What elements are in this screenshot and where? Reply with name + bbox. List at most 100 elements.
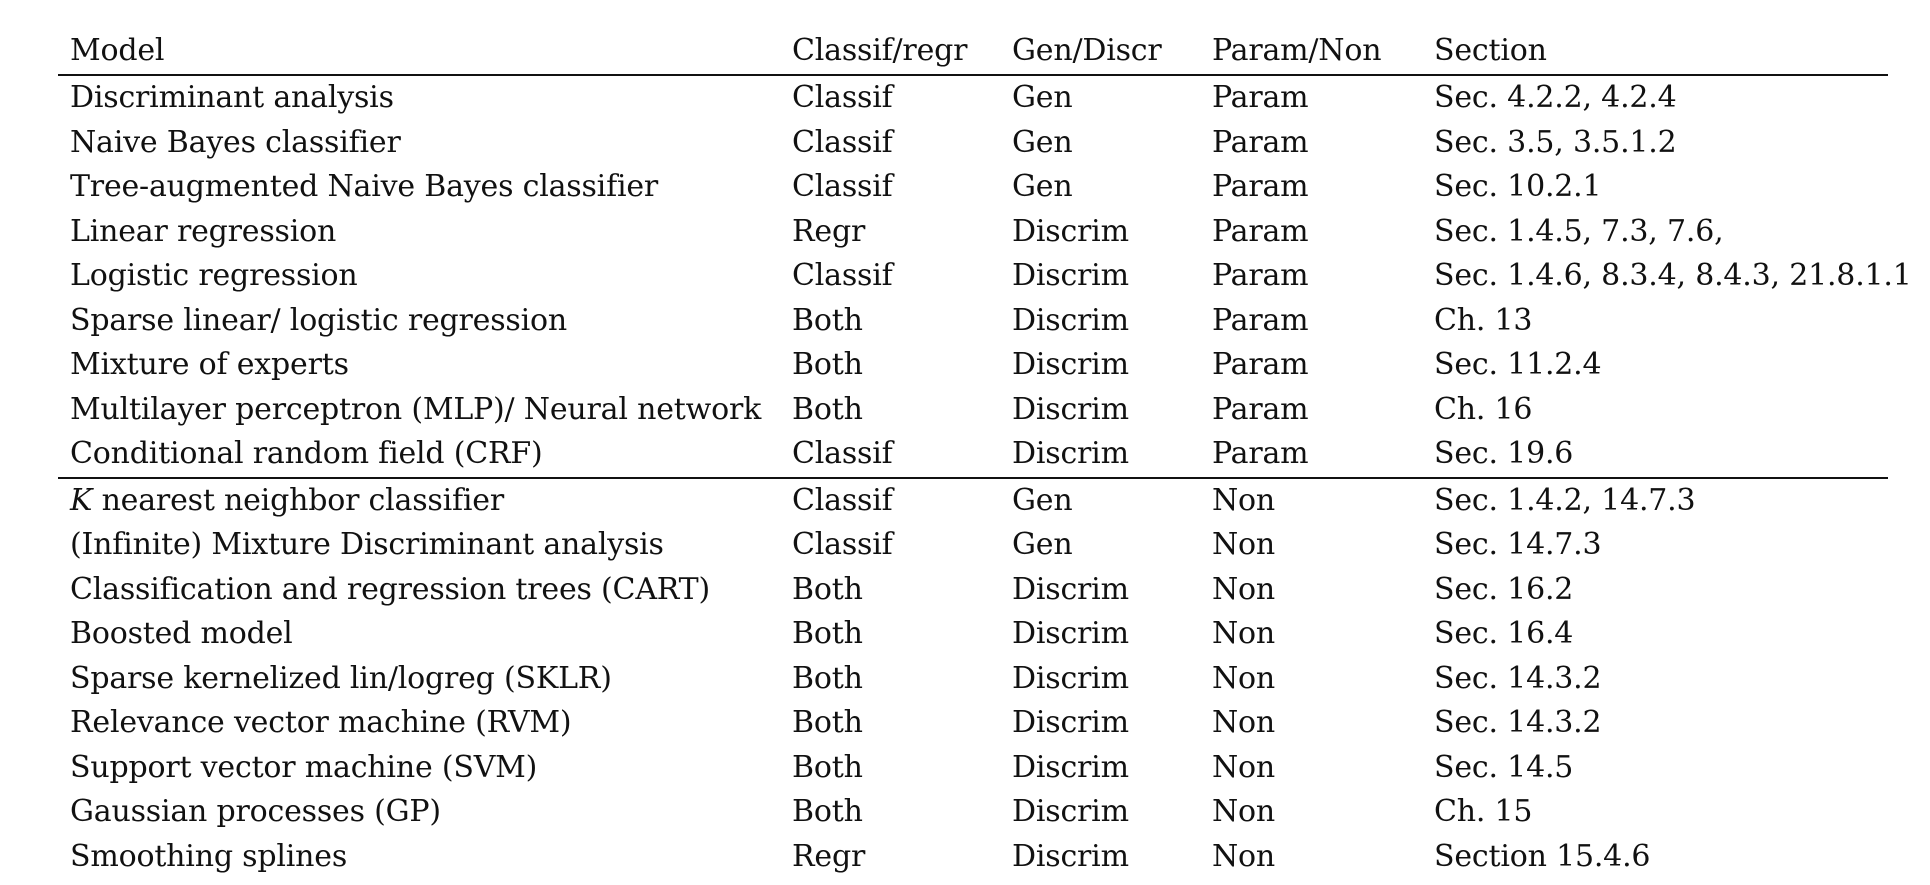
cell-section: Sec. 1.4.2, 14.7.3 bbox=[1434, 482, 1696, 518]
cell-section: Section 15.4.6 bbox=[1434, 838, 1651, 874]
cell-section: Sec. 10.2.1 bbox=[1434, 169, 1602, 204]
cell-gen-discr: Discrim bbox=[1012, 616, 1129, 651]
cell-task: Both bbox=[792, 660, 863, 696]
cell-task: Regr bbox=[792, 838, 866, 874]
cell-section: Sec. 11.2.4 bbox=[1434, 347, 1602, 382]
table-row: Relevance vector machine (RVM) Both Disc… bbox=[58, 701, 1888, 746]
cell-param-non: Non bbox=[1212, 660, 1276, 696]
model-comparison-table: Model Classif/regr Gen/Discr Param/Non S… bbox=[58, 28, 1912, 880]
k-variable: K bbox=[70, 482, 93, 518]
cell-gen-discr: Gen bbox=[1012, 169, 1073, 204]
cell-gen-discr: Discrim bbox=[1012, 660, 1129, 696]
cell-section: Sec. 1.4.6, 8.3.4, 8.4.3, 21.8.1.1 bbox=[1434, 258, 1912, 293]
cell-model: Naive Bayes classifier bbox=[70, 124, 401, 160]
table-row: Tree-augmented Naive Bayes classifier Cl… bbox=[58, 165, 1888, 210]
cell-gen-discr: Discrim bbox=[1012, 258, 1129, 293]
header-section: Section bbox=[1422, 28, 1888, 76]
cell-gen-discr: Discrim bbox=[1012, 749, 1129, 785]
cell-task: Both bbox=[792, 302, 863, 338]
cell-task: Classif bbox=[780, 432, 1000, 479]
table-row: Mixture of experts Both Discrim Param Se… bbox=[58, 343, 1888, 388]
cell-model: K nearest neighbor classifier bbox=[58, 478, 780, 524]
cell-gen-discr: Discrim bbox=[1012, 794, 1129, 829]
cell-gen-discr: Discrim bbox=[1012, 347, 1129, 382]
table-row: Gaussian processes (GP) Both Discrim Non… bbox=[58, 790, 1888, 835]
header-gen-discr: Gen/Discr bbox=[1000, 28, 1200, 76]
cell-model: Support vector machine (SVM) bbox=[70, 749, 538, 785]
cell-gen-discr: Gen bbox=[1012, 80, 1073, 115]
cell-section: Sec. 14.7.3 bbox=[1434, 527, 1602, 562]
table-row: Boosted model Both Discrim Non Sec. 16.4 bbox=[58, 612, 1888, 657]
cell-model: Boosted model bbox=[70, 616, 293, 651]
cell-param-non: Non bbox=[1212, 616, 1276, 651]
cell-param-non: Param bbox=[1212, 258, 1309, 293]
cell-task: Classif bbox=[792, 80, 893, 115]
cell-task: Classif bbox=[792, 527, 893, 562]
model-comparison-table-wrapper: Model Classif/regr Gen/Discr Param/Non S… bbox=[58, 28, 1912, 880]
cell-section: Sec. 4.2.2, 4.2.4 bbox=[1434, 80, 1677, 115]
cell-param-non: Param bbox=[1212, 347, 1309, 382]
cell-section: Sec. 16.4 bbox=[1434, 616, 1574, 651]
cell-model: Multilayer perceptron (MLP)/ Neural netw… bbox=[70, 391, 762, 427]
cell-section: Sec. 14.3.2 bbox=[1434, 660, 1602, 696]
cell-param-non: Param bbox=[1212, 213, 1309, 249]
cell-gen-discr: Discrim bbox=[1012, 213, 1129, 249]
cell-model: Sparse kernelized lin/logreg (SKLR) bbox=[70, 660, 612, 696]
cell-gen-discr: Discrim bbox=[1000, 432, 1200, 479]
header-param-non: Param/Non bbox=[1200, 28, 1422, 76]
cell-model: Smoothing splines bbox=[70, 838, 348, 874]
cell-param-non: Param bbox=[1212, 391, 1309, 427]
cell-model: Logistic regression bbox=[70, 258, 358, 293]
cell-task: Regr bbox=[792, 213, 866, 249]
cell-model: Gaussian processes (GP) bbox=[70, 794, 441, 829]
cell-gen-discr: Gen bbox=[1012, 482, 1073, 518]
cell-param-non: Param bbox=[1212, 302, 1309, 338]
cell-section: Sec. 1.4.5, 7.3, 7.6, bbox=[1434, 213, 1724, 249]
cell-section: Ch. 13 bbox=[1434, 302, 1533, 338]
header-row: Model Classif/regr Gen/Discr Param/Non S… bbox=[58, 28, 1888, 76]
cell-param-non: Non bbox=[1212, 482, 1276, 518]
table-row: Linear regression Regr Discrim Param Sec… bbox=[58, 210, 1888, 255]
table-row: Support vector machine (SVM) Both Discri… bbox=[58, 746, 1888, 791]
cell-param-non: Non bbox=[1212, 527, 1276, 562]
cell-param-non: Non bbox=[1212, 794, 1276, 829]
table-row: (Infinite) Mixture Discriminant analysis… bbox=[58, 523, 1888, 568]
cell-param-non: Non bbox=[1212, 749, 1276, 785]
cell-model: Classification and regression trees (CAR… bbox=[70, 571, 710, 607]
cell-task: Both bbox=[792, 347, 863, 382]
table-header: Model Classif/regr Gen/Discr Param/Non S… bbox=[58, 28, 1888, 76]
cell-param-non: Param bbox=[1200, 432, 1422, 479]
cell-section: Sec. 16.2 bbox=[1434, 571, 1574, 607]
cell-model: Tree-augmented Naive Bayes classifier bbox=[70, 169, 659, 204]
table-row: Naive Bayes classifier Classif Gen Param… bbox=[58, 121, 1888, 166]
cell-task: Classif bbox=[792, 258, 893, 293]
cell-param-non: Non bbox=[1212, 838, 1276, 874]
cell-model: Relevance vector machine (RVM) bbox=[70, 705, 572, 740]
cell-task: Classif bbox=[792, 482, 893, 518]
table-row: Conditional random field (CRF) Classif D… bbox=[58, 432, 1888, 479]
table-row: Smoothing splines Regr Discrim Non Secti… bbox=[58, 835, 1888, 880]
table-row: Sparse linear/ logistic regression Both … bbox=[58, 299, 1888, 344]
cell-param-non: Param bbox=[1212, 169, 1309, 204]
cell-model-text: nearest neighbor classifier bbox=[101, 482, 505, 518]
cell-task: Both bbox=[792, 749, 863, 785]
cell-gen-discr: Discrim bbox=[1012, 838, 1129, 874]
cell-model: Conditional random field (CRF) bbox=[58, 432, 780, 479]
cell-task: Both bbox=[792, 616, 863, 651]
cell-section: Sec. 3.5, 3.5.1.2 bbox=[1434, 124, 1677, 160]
cell-model: Mixture of experts bbox=[70, 347, 349, 382]
cell-param-non: Non bbox=[1212, 705, 1276, 740]
table-row: Multilayer perceptron (MLP)/ Neural netw… bbox=[58, 388, 1888, 433]
cell-model: (Infinite) Mixture Discriminant analysis bbox=[70, 527, 664, 562]
header-model: Model bbox=[58, 28, 780, 76]
cell-section: Sec. 14.3.2 bbox=[1434, 705, 1602, 740]
cell-task: Classif bbox=[792, 169, 893, 204]
cell-gen-discr: Discrim bbox=[1012, 571, 1129, 607]
cell-model: Linear regression bbox=[70, 213, 337, 249]
table-row: Classification and regression trees (CAR… bbox=[58, 568, 1888, 613]
cell-section: Ch. 16 bbox=[1434, 391, 1533, 427]
cell-model: Discriminant analysis bbox=[70, 80, 394, 115]
cell-section: Sec. 14.5 bbox=[1434, 749, 1574, 785]
table-row: Logistic regression Classif Discrim Para… bbox=[58, 254, 1912, 299]
cell-param-non: Non bbox=[1212, 571, 1276, 607]
